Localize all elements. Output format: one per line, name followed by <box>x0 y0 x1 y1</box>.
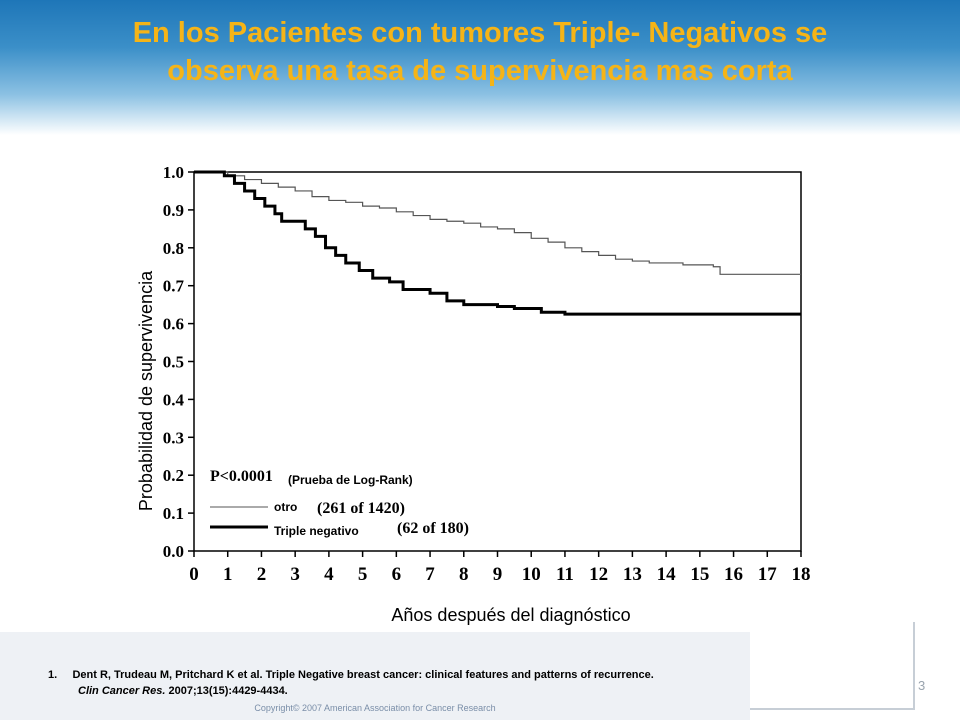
x-tick-label: 8 <box>459 564 469 585</box>
y-tick-label: 0.3 <box>163 428 184 447</box>
y-tick-label: 0.8 <box>163 239 184 258</box>
reference-number: 1. <box>48 669 58 681</box>
y-axis-label: Probabilidad de supervivencia <box>136 270 156 511</box>
x-tick-label: 18 <box>792 564 811 585</box>
y-tick-label: 0.5 <box>163 353 184 372</box>
legend-count-otro: (261 of 1420) <box>317 500 405 517</box>
x-tick-label: 9 <box>493 564 503 585</box>
y-tick-label: 1.0 <box>163 163 184 182</box>
x-tick-label: 7 <box>425 564 435 585</box>
legend-count-triple-negativo: (62 of 180) <box>397 520 469 537</box>
y-tick-label: 0.6 <box>163 315 184 334</box>
test-label: (Prueba de Log-Rank) <box>288 473 413 487</box>
reference-block <box>0 632 750 720</box>
y-tick-label: 0.7 <box>163 277 185 296</box>
y-tick-label: 0.2 <box>163 466 184 485</box>
title-line-2: observa una tasa de supervivencia mas co… <box>167 55 793 87</box>
reference-text: Dent R, Trudeau M, Pritchard K et al. Tr… <box>72 669 654 681</box>
reference-journal-line: Clin Cancer Res. 2007;13(15):4429-4434. <box>78 685 288 697</box>
x-tick-label: 10 <box>522 564 541 585</box>
x-tick-label: 5 <box>358 564 368 585</box>
slide-title: En los Pacientes con tumores Triple- Neg… <box>20 14 940 90</box>
x-axis-label: Años después del diagnóstico <box>391 605 630 625</box>
series-line-otro <box>194 171 801 275</box>
y-tick-label: 0.4 <box>163 390 185 409</box>
copyright-notice: Copyright© 2007 American Association for… <box>254 703 496 713</box>
x-tick-label: 4 <box>324 564 334 585</box>
y-tick-label: 0.9 <box>163 201 184 220</box>
y-tick-label: 0.0 <box>163 542 184 561</box>
x-tick-label: 15 <box>690 564 709 585</box>
survival-chart: 0.00.10.20.30.40.50.60.70.80.91.00 1 2 3 4 5 6… <box>136 163 811 625</box>
x-tick-label: 2 <box>257 564 267 585</box>
x-tick-label: 6 <box>392 564 402 585</box>
legend-label-triple-negativo: Triple negativo <box>274 524 359 538</box>
p-value: P<0.0001 <box>210 468 273 485</box>
x-tick-label: 13 <box>623 564 642 585</box>
title-banner <box>0 0 960 135</box>
x-tick-label: 17 <box>758 564 778 585</box>
reference-journal: Clin Cancer Res. <box>78 685 166 697</box>
x-tick-label: 3 <box>290 564 300 585</box>
x-tick-label: 0 <box>189 564 199 585</box>
x-tick-label: 1 <box>223 564 233 585</box>
x-tick-label: 11 <box>556 564 574 585</box>
y-tick-label: 0.1 <box>163 504 184 523</box>
series-line-triple-negativo <box>194 170 801 316</box>
x-tick-label: 12 <box>589 564 608 585</box>
x-tick-label: 14 <box>657 564 677 585</box>
reference-line: 1. Dent R, Trudeau M, Pritchard K et al.… <box>48 669 654 681</box>
decorative-bracket <box>750 622 915 710</box>
page-number: 3 <box>918 678 926 693</box>
reference-citation: 2007;13(15):4429-4434. <box>168 685 288 697</box>
legend-label-otro: otro <box>274 500 297 514</box>
chart-panel: 0.0 0.1 0.2 0.3 0.4 0.5 0.6 0.7 0.8 0.9 1.0 0 1 2 3 4 5 6… <box>104 135 818 630</box>
x-tick-label: 16 <box>724 564 743 585</box>
title-line-1: En los Pacientes con tumores Triple- Neg… <box>132 17 828 49</box>
